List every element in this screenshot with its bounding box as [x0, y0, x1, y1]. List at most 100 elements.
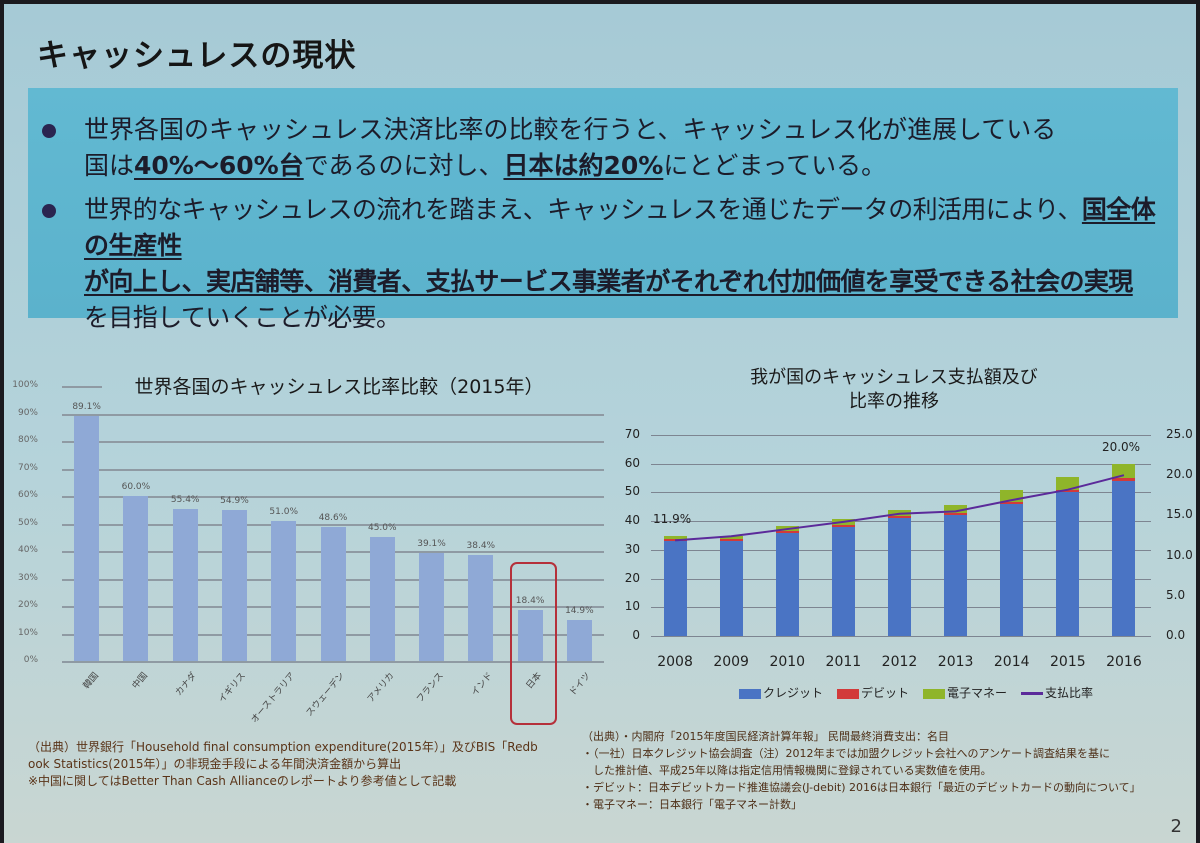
- left-ytick: 10%: [17, 627, 38, 638]
- left-gridline: [62, 468, 604, 471]
- right-bar-segment: [775, 530, 799, 533]
- left-chart-title: 世界各国のキャッシュレス比率比較（2015年）: [134, 376, 544, 398]
- left-bar: [172, 508, 198, 661]
- right-bar-segment: [1000, 490, 1024, 502]
- right-ytick-right: 25.0: [1166, 427, 1193, 441]
- right-ytick-right: 15.0: [1166, 507, 1193, 522]
- left-ytick: 50%: [17, 517, 38, 528]
- ratio-annotation-start: 11.9%: [653, 512, 692, 527]
- right-ytick-right: 20.0: [1166, 467, 1193, 482]
- right-bar-segment: [1056, 490, 1080, 493]
- right-bar-segment: [888, 516, 911, 519]
- right-bar-segment: [1000, 503, 1024, 636]
- right-bar-segment: [944, 513, 968, 516]
- right-xtick: 2010: [769, 654, 806, 670]
- right-gridline: [651, 636, 1151, 637]
- right-ytick-left: 10: [624, 599, 640, 614]
- left-bar-label: 14.9%: [565, 606, 594, 617]
- right-xtick: 2014: [993, 654, 1030, 670]
- right-ytick-right: 5.0: [1166, 587, 1186, 602]
- left-bar-label: 55.4%: [170, 494, 200, 505]
- right-bar-segment: [944, 515, 968, 636]
- right-gridline: [651, 492, 1151, 494]
- left-bar-label: 89.1%: [72, 401, 101, 412]
- right-bar-segment: [831, 526, 855, 636]
- right-bar-segment: [663, 541, 687, 636]
- right-bar-segment: [1056, 492, 1080, 636]
- left-source-note: （出典）世界銀行「Household final consumption exp…: [28, 740, 538, 788]
- ratio-line: [674, 474, 1125, 542]
- right-bar-segment: [1000, 501, 1024, 504]
- slide-title: キャッシュレスの現状: [37, 38, 357, 74]
- right-ytick-left: 60: [624, 455, 640, 470]
- ratio-annotation-end: 20.0%: [1101, 440, 1141, 455]
- left-gridline: [62, 413, 604, 416]
- right-bar-segment: [944, 505, 968, 514]
- slide: キャッシュレスの現状 世界各国のキャッシュレス決済比率の比較を行うと、キャッシュ…: [4, 4, 1196, 843]
- right-xtick: 2013: [937, 654, 974, 670]
- left-gridline: [62, 496, 604, 498]
- summary-band: 世界各国のキャッシュレス決済比率の比較を行うと、キャッシュレス化が進展している …: [28, 88, 1178, 332]
- right-source-note: （出典）・内閣府「2015年度国民経済計算年報」 民間最終消費支出：名目 ・（一…: [582, 730, 1141, 811]
- right-ytick-right: 10.0: [1166, 547, 1193, 562]
- right-gridline: [651, 435, 1151, 436]
- left-ytick: 60%: [17, 490, 38, 500]
- legend-ratio: 支払比率: [1021, 684, 1093, 701]
- right-bar-segment: [831, 524, 855, 527]
- left-gridline: [62, 386, 102, 388]
- left-bar-label: 45.0%: [367, 523, 397, 534]
- left-bar: [271, 520, 297, 661]
- right-xtick: 2016: [1106, 654, 1142, 670]
- left-gridline: [62, 523, 604, 526]
- right-ytick-right: 0.0: [1166, 628, 1186, 642]
- right-bar-segment: [1112, 478, 1136, 481]
- left-bar: [123, 496, 149, 661]
- left-bar-label: 18.4%: [515, 596, 545, 607]
- right-ytick-left: 0: [632, 628, 640, 642]
- right-bar-segment: [663, 536, 687, 540]
- right-bar-segment: [1112, 480, 1136, 636]
- legend-credit: クレジット: [739, 684, 823, 701]
- right-xtick: 2009: [713, 654, 749, 670]
- right-bar-segment: [663, 539, 687, 542]
- left-bar: [419, 553, 445, 661]
- right-chart-legend: クレジット デビット 電子マネー 支払比率: [739, 684, 1093, 701]
- left-bar: [468, 555, 494, 661]
- left-ytick: 100%: [12, 380, 38, 390]
- right-bar-segment: [888, 518, 911, 636]
- legend-emoney: 電子マネー: [923, 684, 1007, 701]
- right-bar-segment: [719, 535, 743, 540]
- right-ytick-left: 30: [624, 541, 640, 556]
- right-xtick: 2015: [1050, 654, 1086, 670]
- right-xtick: 2012: [881, 654, 918, 670]
- right-bar-segment: [1056, 477, 1080, 491]
- right-ytick-left: 40: [624, 513, 640, 528]
- left-ytick: 30%: [17, 572, 38, 583]
- left-ytick: 70%: [17, 462, 38, 473]
- right-ytick-left: 50: [624, 484, 640, 499]
- left-bar-label: 51.0%: [269, 506, 299, 517]
- left-bar: [74, 415, 100, 661]
- left-ytick: 0%: [23, 655, 38, 665]
- right-ytick-left: 20: [624, 570, 640, 585]
- left-ytick: 80%: [17, 435, 38, 445]
- legend-debit: デビット: [837, 684, 909, 701]
- right-ytick-left: 70: [624, 427, 640, 441]
- left-bar: [369, 537, 395, 661]
- page-number: 2: [1170, 816, 1182, 837]
- bullet-dot-icon: [42, 204, 56, 218]
- japan-highlight-box: [510, 562, 557, 725]
- left-ytick: 40%: [17, 545, 38, 555]
- left-bar-label: 39.1%: [417, 539, 446, 550]
- left-gridline: [62, 661, 604, 663]
- right-bar-segment: [1112, 463, 1136, 479]
- left-bar: [517, 610, 543, 661]
- left-bar-label: 60.0%: [121, 482, 151, 492]
- bullet-dot-icon: [42, 124, 56, 138]
- left-bar-label: 48.6%: [318, 513, 348, 524]
- right-bar-segment: [775, 532, 799, 636]
- left-ytick: 90%: [17, 407, 38, 418]
- left-ytick: 20%: [17, 600, 38, 610]
- right-bar-segment: [719, 539, 743, 542]
- right-xtick: 2008: [657, 654, 693, 670]
